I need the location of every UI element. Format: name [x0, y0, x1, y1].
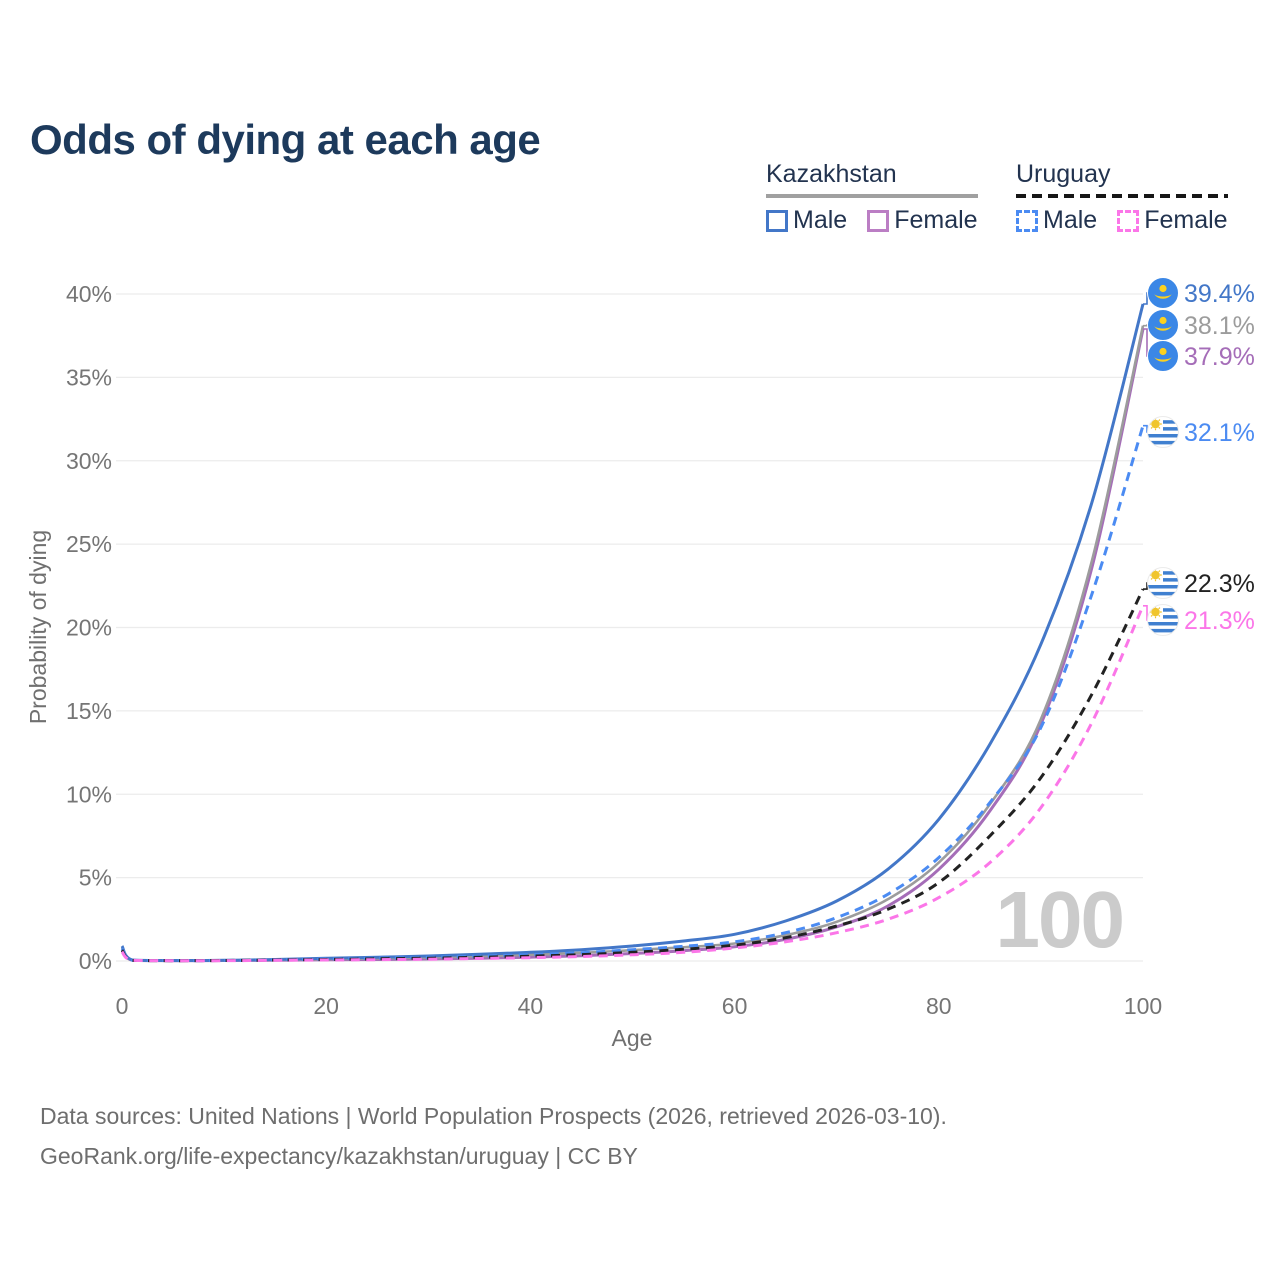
y-tick-label: 5%	[79, 865, 112, 891]
kazakhstan-flag-icon	[1147, 340, 1179, 372]
series-line-uy-both[interactable]	[120, 588, 1145, 963]
end-label-connector	[1143, 424, 1148, 433]
y-tick-label: 10%	[66, 781, 112, 807]
y-tick-label: 15%	[66, 698, 112, 724]
legend-item-uruguay-male[interactable]: Male	[1016, 206, 1097, 235]
page-title: Odds of dying at each age	[30, 116, 541, 164]
end-value-label-kz-male: 39.4%	[1184, 280, 1255, 308]
legend-group-uruguay: Uruguay Male Female	[1016, 160, 1228, 235]
x-tick-label: 0	[116, 993, 129, 1019]
legend-uruguay-title: Uruguay	[1016, 160, 1111, 188]
legend-label: Female	[894, 206, 978, 234]
y-axis-title: Probability of dying	[25, 530, 51, 724]
uruguay-male-swatch-icon	[1016, 209, 1038, 232]
kazakhstan-female-swatch-icon	[867, 209, 890, 232]
series-line-uy-female[interactable]	[120, 605, 1145, 963]
uruguay-flag-icon	[1147, 567, 1179, 599]
footer-attribution: GeoRank.org/life-expectancy/kazakhstan/u…	[40, 1143, 638, 1169]
x-tick-label: 60	[722, 993, 748, 1019]
legend-label: Male	[1043, 206, 1098, 234]
uruguay-flag-icon	[1147, 604, 1179, 636]
legend-item-kazakhstan-female[interactable]: Female	[867, 206, 978, 235]
end-label-connector	[1143, 605, 1148, 621]
legend-kazakhstan-line-sample	[766, 194, 978, 198]
end-label-connector	[1143, 292, 1148, 305]
series-line-kz-female[interactable]	[120, 328, 1145, 963]
y-tick-label: 20%	[66, 615, 112, 641]
footer: Data sources: United Nations | World Pop…	[40, 1096, 947, 1176]
age-watermark: 100	[996, 875, 1123, 964]
y-tick-label: 25%	[66, 531, 112, 557]
end-label-connector	[1143, 324, 1148, 327]
end-value-label-uy-female: 21.3%	[1184, 607, 1255, 635]
legend-uruguay-line-sample	[1016, 194, 1228, 198]
legend-label: Male	[793, 206, 848, 234]
footer-data-sources: Data sources: United Nations | World Pop…	[40, 1103, 947, 1129]
series-line-kz-both[interactable]	[120, 325, 1145, 962]
y-tick-label: 0%	[79, 948, 112, 974]
y-tick-label: 40%	[66, 281, 112, 307]
uruguay-flag-icon	[1147, 416, 1179, 448]
x-tick-label: 80	[926, 993, 952, 1019]
x-tick-label: 40	[518, 993, 544, 1019]
y-tick-label: 30%	[66, 448, 112, 474]
legend-group-kazakhstan: Kazakhstan Male Female	[766, 160, 978, 235]
kazakhstan-flag-icon	[1147, 277, 1179, 309]
y-tick-label: 35%	[66, 364, 112, 390]
end-value-label-uy-male: 32.1%	[1184, 419, 1255, 447]
end-value-label-uy-both: 22.3%	[1184, 570, 1255, 598]
legend-label: Female	[1144, 206, 1228, 234]
legend-kazakhstan-title: Kazakhstan	[766, 160, 897, 188]
x-tick-label: 20	[313, 993, 339, 1019]
uruguay-female-swatch-icon	[1117, 209, 1140, 232]
end-label-connector	[1143, 582, 1148, 590]
series-line-uy-male[interactable]	[120, 425, 1145, 963]
x-tick-label: 100	[1124, 993, 1162, 1019]
legend-item-uruguay-female[interactable]: Female	[1117, 206, 1228, 235]
legend-item-kazakhstan-male[interactable]: Male	[766, 206, 847, 235]
series-line-kz-male[interactable]	[120, 303, 1145, 963]
kazakhstan-flag-icon	[1147, 309, 1179, 341]
x-axis-title: Age	[612, 1025, 653, 1051]
end-value-label-kz-both: 38.1%	[1184, 312, 1255, 340]
kazakhstan-male-swatch-icon	[766, 209, 788, 232]
end-value-label-kz-female: 37.9%	[1184, 343, 1255, 371]
